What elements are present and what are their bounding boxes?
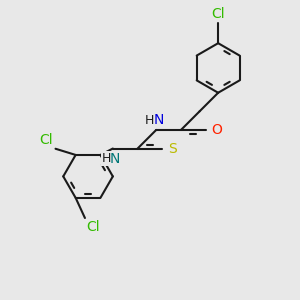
Text: Cl: Cl <box>211 7 225 21</box>
Text: Cl: Cl <box>86 220 100 234</box>
Text: O: O <box>211 123 222 137</box>
Text: S: S <box>168 142 177 155</box>
Text: H: H <box>145 114 154 127</box>
Text: N: N <box>110 152 121 166</box>
Text: Cl: Cl <box>39 133 53 147</box>
Text: N: N <box>154 113 164 127</box>
Text: H: H <box>101 152 111 165</box>
